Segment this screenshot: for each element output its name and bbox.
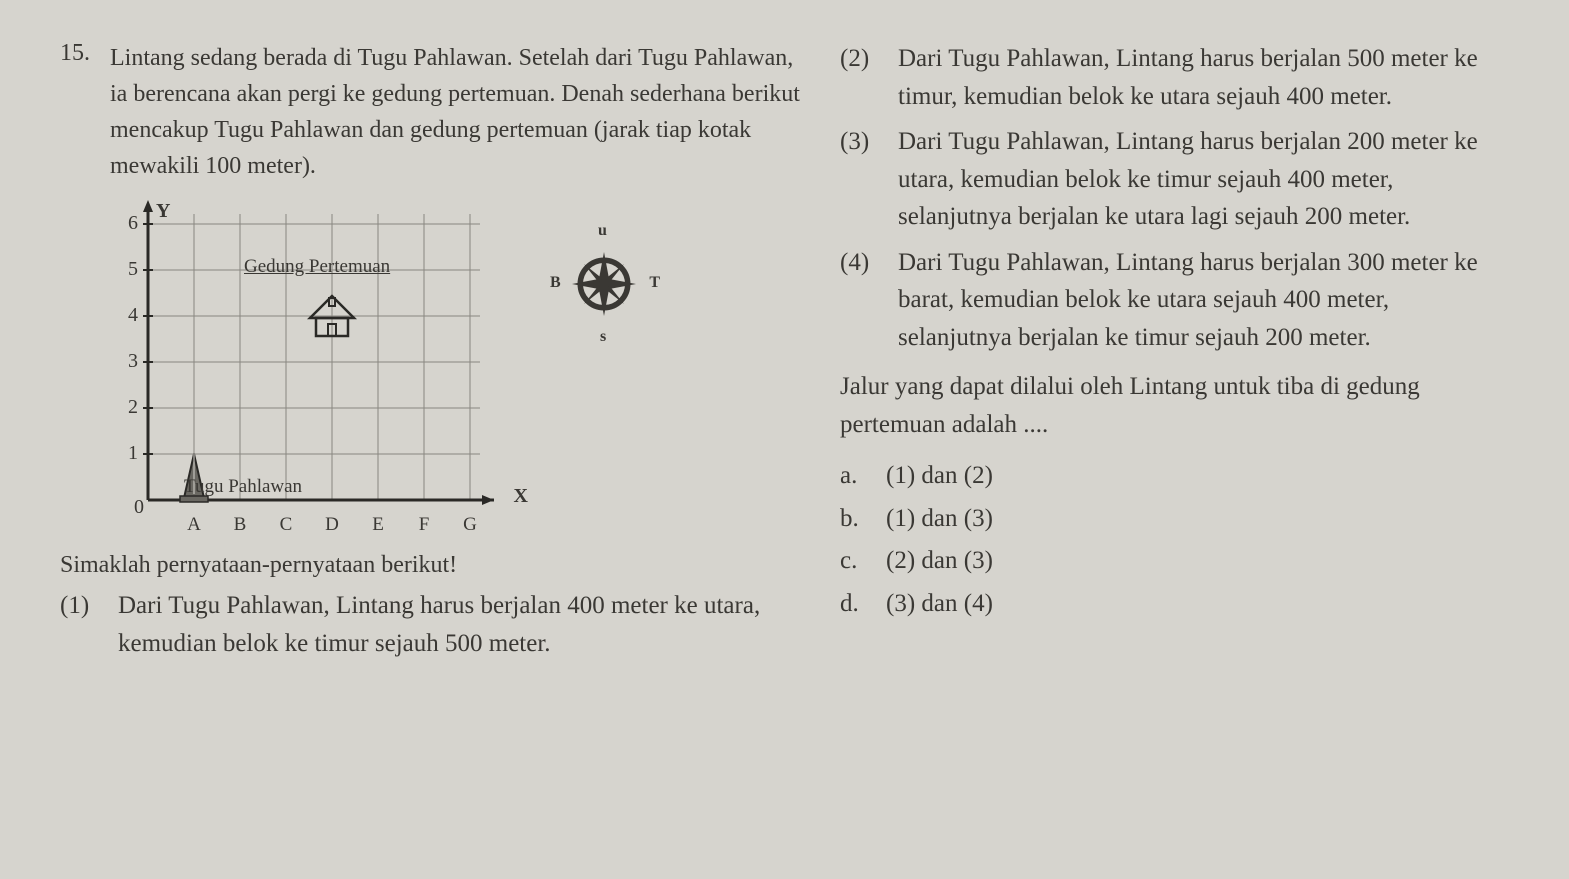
y-tick: 4 — [116, 304, 138, 327]
option-4-text: Dari Tugu Pahlawan, Lintang harus berjal… — [898, 244, 1509, 357]
compass-north: u — [598, 222, 607, 240]
answer-b-letter: b. — [840, 498, 876, 541]
compass-rose: u B T s — [544, 224, 664, 344]
y-tick: 2 — [116, 396, 138, 419]
grid-svg — [104, 200, 524, 540]
answer-a: a. (1) dan (2) — [840, 455, 1509, 498]
option-1-num: (1) — [60, 587, 110, 662]
option-2-text: Dari Tugu Pahlawan, Lintang harus berjal… — [898, 40, 1509, 115]
y-tick: 3 — [116, 350, 138, 373]
option-3-num: (3) — [840, 123, 890, 236]
option-3: (3) Dari Tugu Pahlawan, Lintang harus be… — [840, 123, 1509, 236]
y-tick: 1 — [116, 442, 138, 465]
question-header: 15. Lintang sedang berada di Tugu Pahlaw… — [60, 40, 800, 184]
answer-a-text: (1) dan (2) — [886, 455, 993, 498]
simak-instruction: Simaklah pernyataan-pernyataan berikut! — [60, 552, 800, 579]
option-4: (4) Dari Tugu Pahlawan, Lintang harus be… — [840, 244, 1509, 357]
compass-south: s — [600, 328, 606, 346]
x-tick: E — [358, 514, 398, 536]
question-stem: Jalur yang dapat dilalui oleh Lintang un… — [840, 368, 1509, 443]
option-2: (2) Dari Tugu Pahlawan, Lintang harus be… — [840, 40, 1509, 115]
answer-b: b. (1) dan (3) — [840, 498, 1509, 541]
option-3-text: Dari Tugu Pahlawan, Lintang harus berjal… — [898, 123, 1509, 236]
compass-west: B — [550, 274, 561, 292]
x-tick: F — [404, 514, 444, 536]
option-4-num: (4) — [840, 244, 890, 357]
figure-area: Y X Gedung Pertemuan Tugu Pahlawan 12345… — [104, 200, 800, 540]
x-tick: G — [450, 514, 490, 536]
coordinate-grid: Y X Gedung Pertemuan Tugu Pahlawan 12345… — [104, 200, 524, 540]
y-tick: 6 — [116, 212, 138, 235]
answer-choices: a. (1) dan (2) b. (1) dan (3) c. (2) dan… — [840, 455, 1509, 625]
answer-d: d. (3) dan (4) — [840, 583, 1509, 626]
x-tick: D — [312, 514, 352, 536]
answer-c: c. (2) dan (3) — [840, 540, 1509, 583]
compass-east: T — [649, 274, 660, 292]
option-1-text: Dari Tugu Pahlawan, Lintang harus berjal… — [118, 587, 800, 662]
x-tick: A — [174, 514, 214, 536]
answer-d-text: (3) dan (4) — [886, 583, 993, 626]
x-tick: C — [266, 514, 306, 536]
x-tick: B — [220, 514, 260, 536]
answer-a-letter: a. — [840, 455, 876, 498]
option-2-num: (2) — [840, 40, 890, 115]
left-column: 15. Lintang sedang berada di Tugu Pahlaw… — [60, 40, 800, 839]
answer-c-letter: c. — [840, 540, 876, 583]
y-tick: 5 — [116, 258, 138, 281]
option-1: (1) Dari Tugu Pahlawan, Lintang harus be… — [60, 587, 800, 662]
x-axis-label: X — [514, 485, 528, 508]
question-text: Lintang sedang berada di Tugu Pahlawan. … — [110, 40, 800, 184]
tugu-pahlawan-label: Tugu Pahlawan — [184, 476, 302, 498]
right-column: (2) Dari Tugu Pahlawan, Lintang harus be… — [840, 40, 1509, 839]
answer-c-text: (2) dan (3) — [886, 540, 993, 583]
answer-b-text: (1) dan (3) — [886, 498, 993, 541]
origin-label: 0 — [122, 496, 144, 519]
question-number: 15. — [60, 40, 104, 184]
answer-d-letter: d. — [840, 583, 876, 626]
compass-svg — [544, 224, 664, 344]
gedung-pertemuan-label: Gedung Pertemuan — [244, 256, 390, 278]
